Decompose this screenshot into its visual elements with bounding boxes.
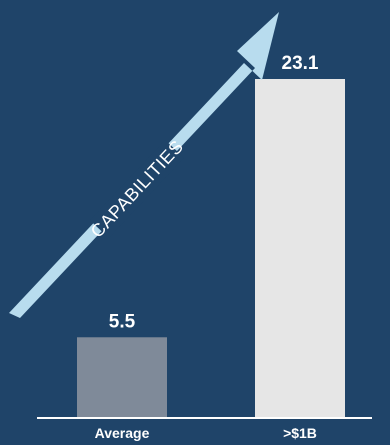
bars-layer	[77, 79, 345, 418]
arrow-label: CAPABILITIES	[87, 136, 188, 241]
x-tick-label-average: Average	[95, 425, 150, 441]
bar-average	[77, 337, 167, 418]
capabilities-arrow: CAPABILITIES	[9, 12, 279, 318]
labels-layer: 5.5 Average 23.1 >$1B	[95, 53, 319, 441]
data-label-average: 5.5	[109, 311, 136, 332]
arrow-icon	[9, 12, 279, 318]
bar-over-1b	[255, 79, 345, 418]
data-label-over-1b: 23.1	[282, 53, 319, 74]
x-tick-label-over-1b: >$1B	[283, 425, 317, 441]
arrow-label-background	[89, 140, 185, 238]
